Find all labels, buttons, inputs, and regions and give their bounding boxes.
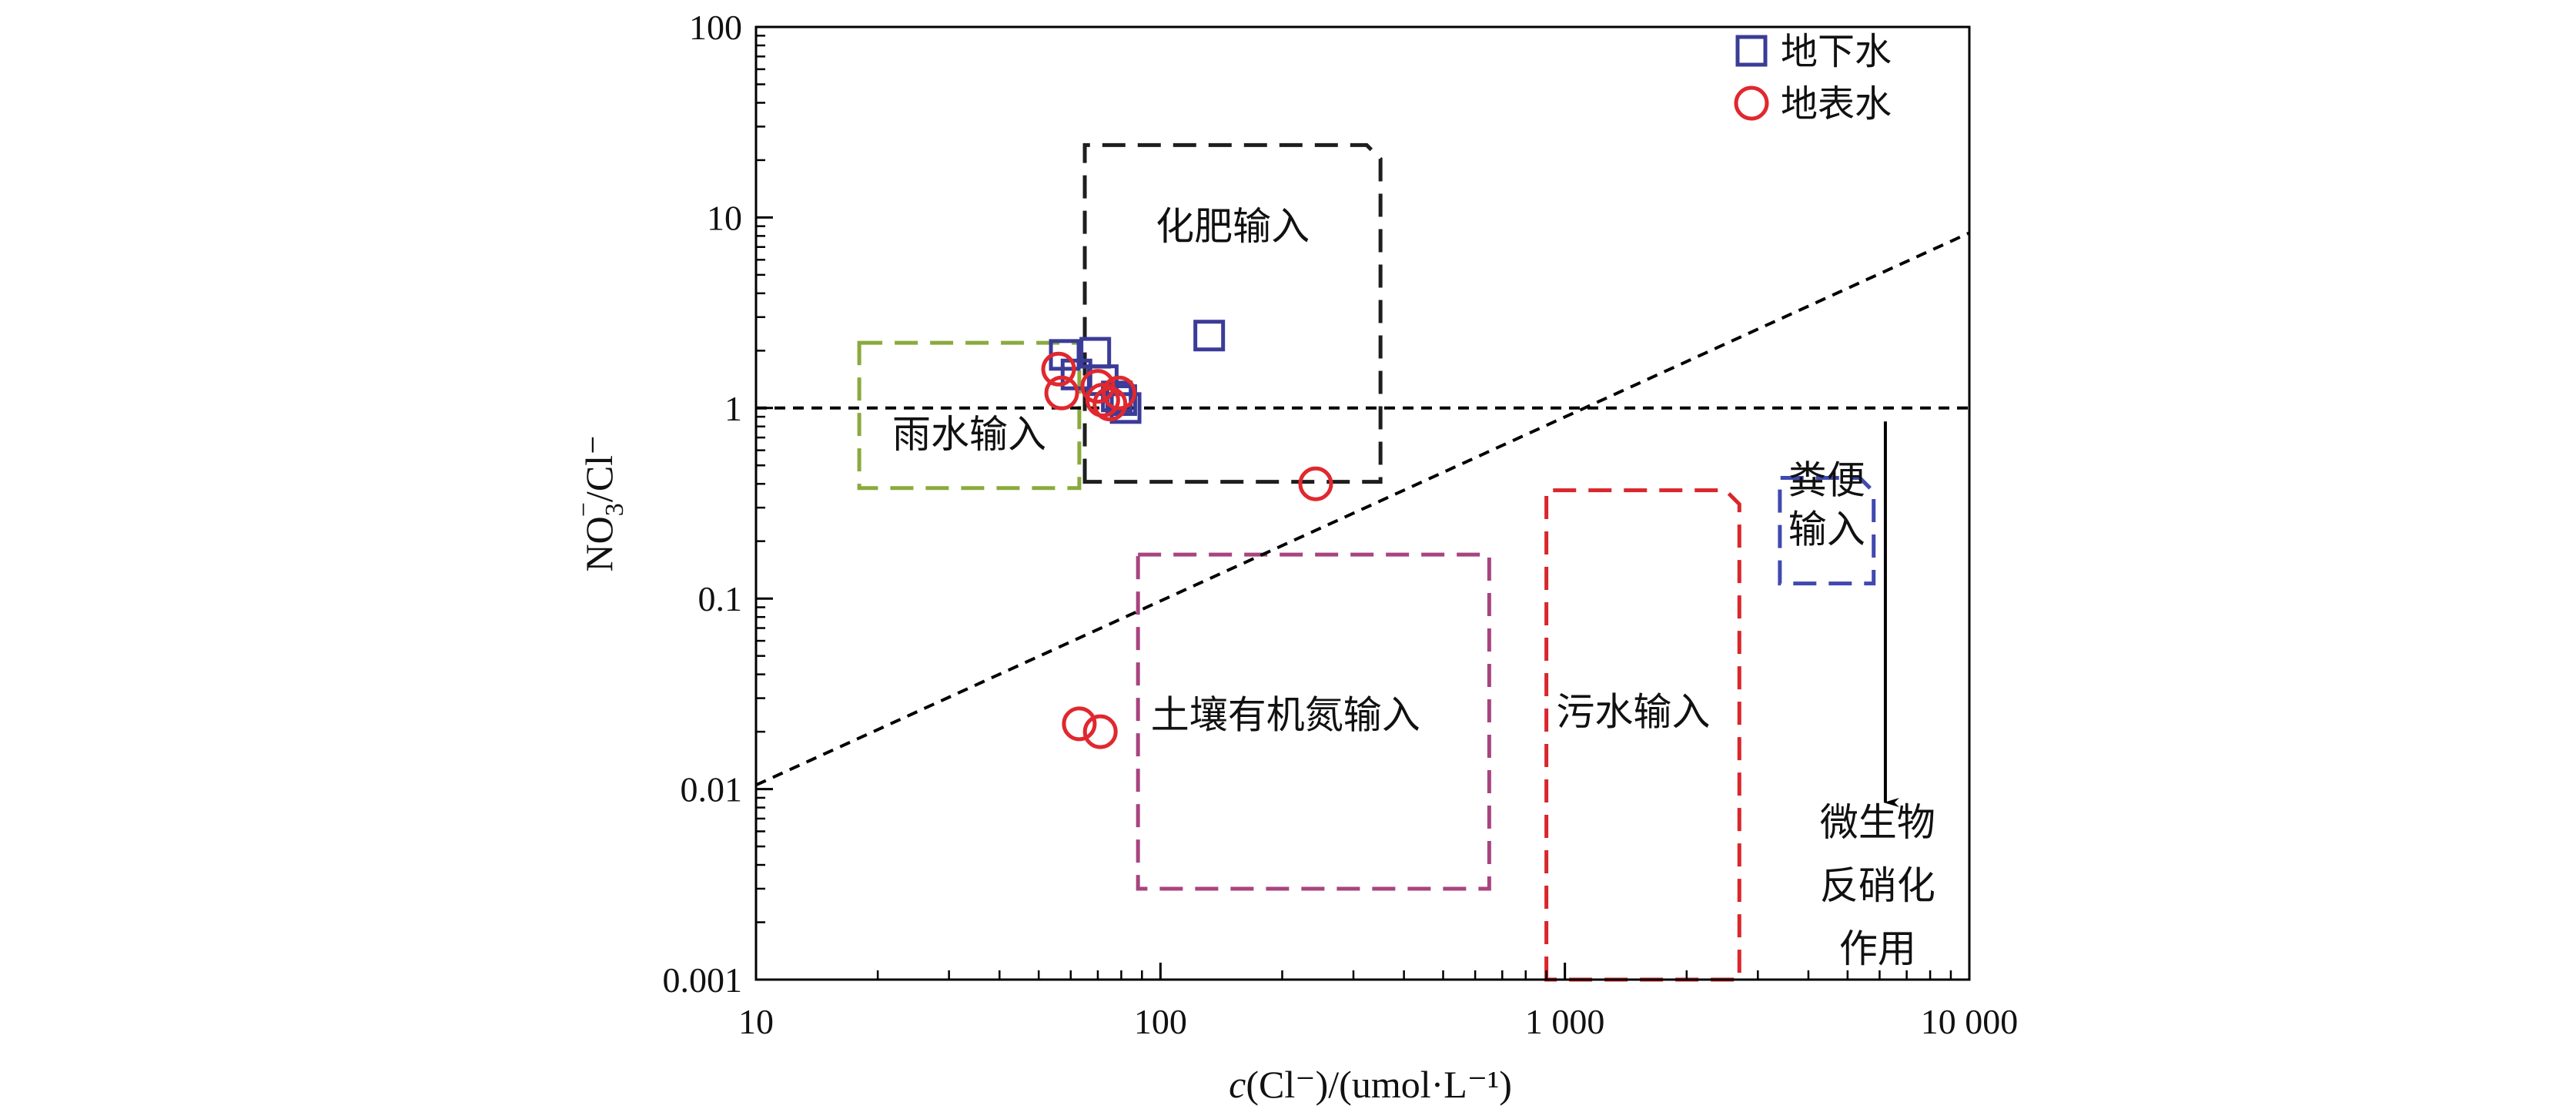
region-label-1: 雨水输入 [892,412,1046,457]
legend-label-1: 地表水 [1781,82,1892,126]
region-label-0: 化肥输入 [1156,204,1310,249]
y-tick-label: 0.001 [663,960,743,1000]
region-box-2 [1136,552,1491,891]
surface-water-point [1062,706,1097,742]
y-axis-title: NO3−/Cl⁻ [570,435,629,572]
y-tick-label: 100 [689,8,742,47]
groundwater-point [1193,320,1226,352]
axis-ticks-layer [754,25,1971,981]
y-tick-label: 0.1 [698,579,743,618]
legend-circle-icon [1734,85,1769,121]
surface-water-point [1082,714,1118,749]
surface-water-point [1041,351,1076,387]
reference-line-diagonal [755,231,1970,787]
plot-frame [754,25,1971,981]
surface-water-point [1080,369,1116,404]
surface-water-point [1092,387,1128,422]
region-box-1 [857,340,1082,491]
x-tick-label: 10 [738,1002,774,1041]
labels-layer: 10 100 1 000 10 000 0.001 0.01 0.1 1 10 100 c(Cl⁻)… [570,8,2018,1106]
region-label-2: 土壤有机氮输入 [1151,693,1420,738]
x-tick-label: 10 000 [1921,1002,2019,1041]
y-tick-label: 10 [707,198,742,237]
legend-label-0: 地下水 [1781,30,1892,73]
data-points-layer [1041,320,1333,749]
x-tick-label: 100 [1134,1002,1187,1041]
y-tick-label: 0.01 [681,770,743,809]
x-axis-title: c(Cl⁻)/(umol·L⁻¹) [1229,1063,1512,1106]
region-box-0 [1082,142,1383,484]
region-label-3: 污水输入 [1556,690,1710,735]
y-tick-label: 1 [724,389,742,428]
legend-square-icon [1735,35,1768,67]
annotation-text-0: 微生物反硝化作用 [1820,800,1935,971]
region-box-4 [1778,475,1876,586]
surface-water-point [1298,466,1333,501]
region-label-4: 粪便输入 [1788,458,1865,552]
reference-lines-layer: 微生物反硝化作用 [755,231,1970,971]
surface-water-point [1044,375,1079,410]
surface-water-point [1102,375,1137,410]
x-tick-label: 1 000 [1525,1002,1605,1041]
region-box-3 [1544,488,1741,982]
